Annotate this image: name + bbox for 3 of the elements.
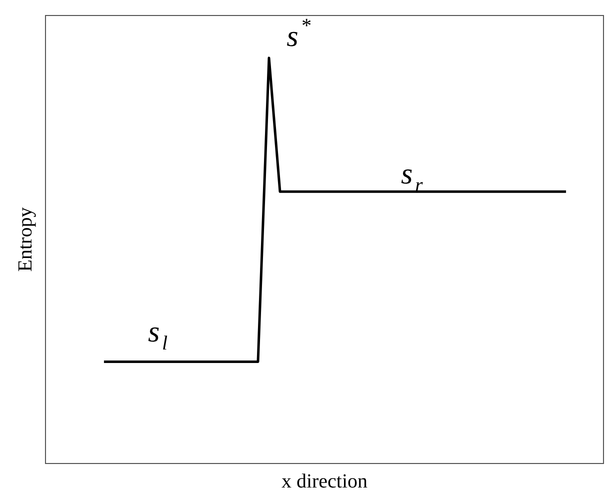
x-axis-title: x direction: [281, 470, 368, 492]
text: s*: [286, 14, 311, 53]
y-axis-title: Entropy: [14, 207, 36, 272]
